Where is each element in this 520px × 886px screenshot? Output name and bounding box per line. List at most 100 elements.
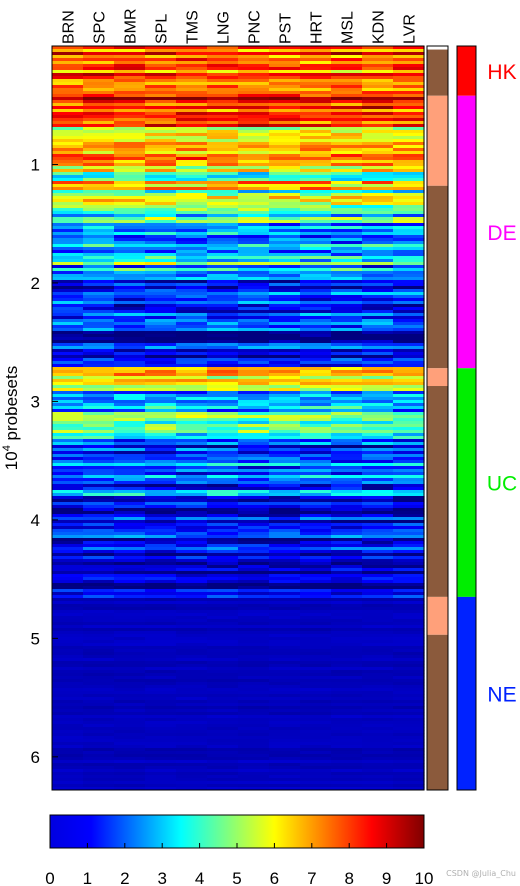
heatmap-cell xyxy=(83,784,115,788)
heatmap-cell xyxy=(83,439,115,443)
heatmap-cell xyxy=(83,196,115,200)
heatmap-cell xyxy=(176,229,208,233)
heatmap-cell xyxy=(393,421,425,425)
heatmap-cell xyxy=(145,355,177,359)
heatmap-cell xyxy=(114,169,146,173)
heatmap-cell xyxy=(238,682,270,686)
heatmap-cell xyxy=(393,547,425,551)
heatmap-cell xyxy=(83,133,115,137)
heatmap-cell xyxy=(145,316,177,320)
heatmap-cell xyxy=(176,730,208,734)
heatmap-cell xyxy=(145,487,177,491)
heatmap-cell xyxy=(331,244,363,248)
heatmap-cell xyxy=(207,58,239,62)
heatmap-cell xyxy=(331,415,363,419)
heatmap-cell xyxy=(52,760,84,764)
heatmap-cell xyxy=(83,286,115,290)
heatmap-cell xyxy=(362,121,394,125)
heatmap-cell xyxy=(176,64,208,68)
heatmap-cell xyxy=(52,217,84,221)
heatmap-cell xyxy=(393,352,425,356)
heatmap-cell xyxy=(145,418,177,422)
heatmap-cell xyxy=(176,307,208,311)
heatmap-cell xyxy=(362,742,394,746)
heatmap-cell xyxy=(207,91,239,95)
heatmap-cell xyxy=(269,652,301,656)
heatmap-cell xyxy=(393,232,425,236)
heatmap-cell xyxy=(176,136,208,140)
heatmap-cell xyxy=(393,571,425,575)
heatmap-cell xyxy=(114,88,146,92)
heatmap-cell xyxy=(331,85,363,89)
heatmap-cell xyxy=(238,439,270,443)
heatmap-cell xyxy=(114,769,146,773)
heatmap-cell xyxy=(145,565,177,569)
heatmap-cell xyxy=(300,100,332,104)
heatmap-cell xyxy=(83,55,115,59)
heatmap-cell xyxy=(331,289,363,293)
heatmap-cell xyxy=(207,310,239,314)
heatmap-cell xyxy=(362,340,394,344)
heatmap-cell xyxy=(207,220,239,224)
heatmap-cell xyxy=(393,406,425,410)
heatmap-cell xyxy=(114,331,146,335)
heatmap-cell xyxy=(52,739,84,743)
heatmap-cell xyxy=(114,526,146,530)
heatmap-cell xyxy=(176,238,208,242)
heatmap-cell xyxy=(145,88,177,92)
heatmap-cell xyxy=(393,217,425,221)
heatmap-cell xyxy=(300,607,332,611)
heatmap-cell xyxy=(114,238,146,242)
heatmap-cell xyxy=(176,274,208,278)
heatmap-cell xyxy=(238,415,270,419)
heatmap-cell xyxy=(362,547,394,551)
heatmap-cell xyxy=(300,439,332,443)
heatmap-cell xyxy=(83,295,115,299)
heatmap-cell xyxy=(393,523,425,527)
heatmap-cell xyxy=(145,154,177,158)
heatmap-cell xyxy=(114,193,146,197)
heatmap-cell xyxy=(176,73,208,77)
group-segment xyxy=(457,95,476,369)
heatmap-cell xyxy=(83,334,115,338)
heatmap-cell xyxy=(52,625,84,629)
heatmap-cell xyxy=(362,622,394,626)
heatmap-cell xyxy=(331,370,363,374)
heatmap-cell xyxy=(393,535,425,539)
heatmap-cell xyxy=(207,490,239,494)
heatmap-cell xyxy=(145,67,177,71)
heatmap-cell xyxy=(269,661,301,665)
heatmap-cell xyxy=(83,442,115,446)
heatmap-cell xyxy=(331,130,363,134)
colorbar-tick-label: 0 xyxy=(45,869,54,886)
heatmap-cell xyxy=(331,250,363,254)
heatmap-cell xyxy=(83,727,115,731)
heatmap-cell xyxy=(300,154,332,158)
heatmap-cell xyxy=(145,118,177,122)
heatmap-cell xyxy=(362,391,394,395)
heatmap-cell xyxy=(145,478,177,482)
heatmap-cell xyxy=(393,112,425,116)
heatmap-cell xyxy=(300,475,332,479)
heatmap-cell xyxy=(207,601,239,605)
heatmap-cell xyxy=(176,703,208,707)
heatmap-cell xyxy=(145,286,177,290)
heatmap-cell xyxy=(114,343,146,347)
heatmap-cell xyxy=(145,562,177,566)
heatmap-cell xyxy=(207,163,239,167)
heatmap-cell xyxy=(331,127,363,131)
heatmap-cell xyxy=(207,508,239,512)
heatmap-cell xyxy=(300,292,332,296)
heatmap-cell xyxy=(362,124,394,128)
heatmap-cell xyxy=(331,205,363,209)
heatmap-cell xyxy=(207,598,239,602)
heatmap-cell xyxy=(83,337,115,341)
heatmap-cell xyxy=(331,70,363,74)
heatmap-cell xyxy=(83,310,115,314)
column-label: SPC xyxy=(92,11,109,44)
heatmap-cell xyxy=(331,118,363,122)
heatmap-cell xyxy=(393,259,425,263)
heatmap-cell xyxy=(207,568,239,572)
heatmap-cell xyxy=(331,775,363,779)
heatmap-cell xyxy=(238,700,270,704)
